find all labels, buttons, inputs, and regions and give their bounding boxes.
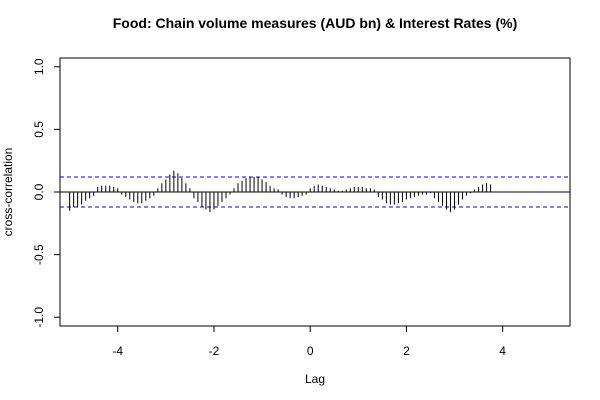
- axes-group: -4 -2 0 2 4 -1.0 -0.5 0.0 0.5 1.0: [32, 58, 570, 358]
- plot-frame: [59, 57, 571, 327]
- bars-group: [69, 170, 492, 213]
- y-tick-label: 1.0: [32, 58, 46, 75]
- y-axis-label: cross-correlation: [1, 148, 15, 237]
- x-tick-label: -4: [112, 344, 123, 358]
- x-tick-label: 4: [499, 344, 506, 358]
- y-tick-label: 0.5: [32, 121, 46, 138]
- x-axis-label: Lag: [305, 372, 325, 386]
- y-tick-label: -1.0: [32, 307, 46, 328]
- y-tick-label: -0.5: [32, 244, 46, 265]
- y-tick-label: 0.0: [32, 183, 46, 200]
- x-tick-label: 0: [307, 344, 314, 358]
- chart-title: Food: Chain volume measures (AUD bn) & I…: [113, 15, 518, 31]
- x-tick-label: 2: [403, 344, 410, 358]
- x-tick-label: -2: [209, 344, 220, 358]
